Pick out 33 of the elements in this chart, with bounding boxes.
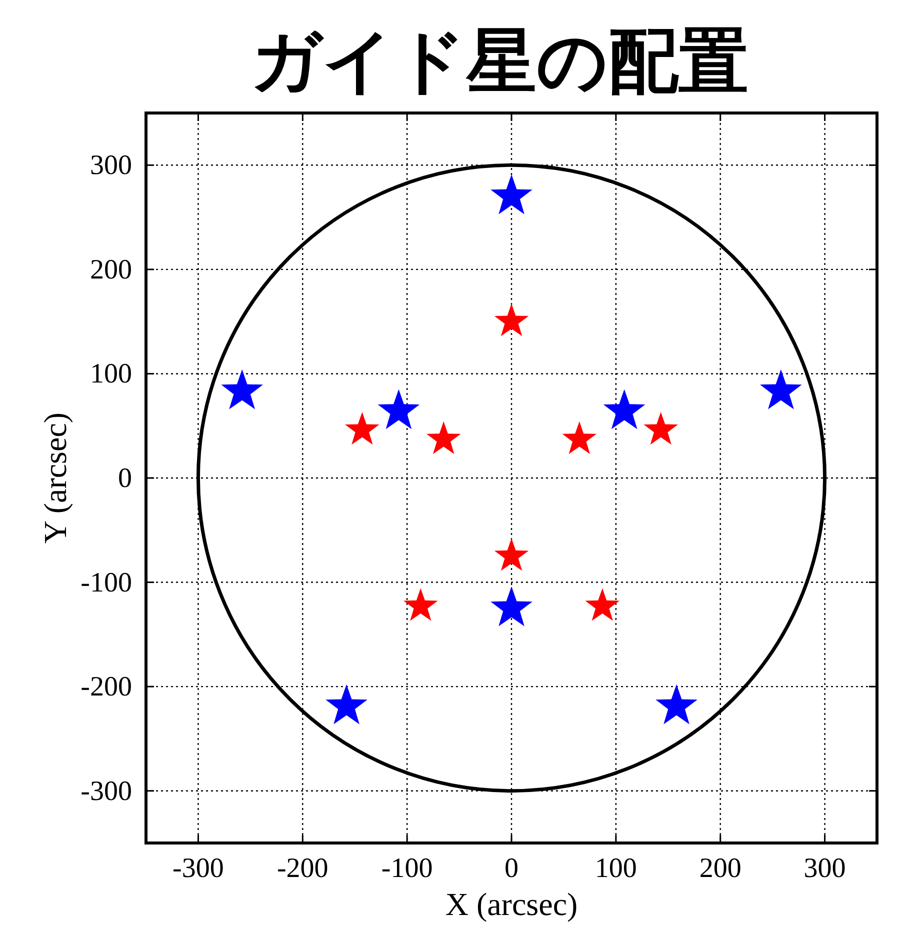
point: [585, 588, 620, 621]
y-tick-label: 100: [90, 358, 132, 390]
point: [490, 586, 532, 626]
point: [345, 412, 380, 445]
y-tick-label: -200: [80, 672, 132, 703]
point: [562, 421, 596, 454]
chart-title: ガイド星の配置: [250, 20, 748, 102]
x-tick-label: 200: [699, 853, 742, 884]
point: [494, 304, 529, 336]
x-tick-label: -300: [172, 853, 224, 884]
y-axis-title: Y (arcsec): [37, 412, 73, 544]
y-tick-label: 200: [90, 254, 132, 286]
y-tick-label: -300: [80, 776, 132, 807]
y-tick-label: 300: [90, 150, 132, 182]
point: [644, 412, 678, 445]
point: [603, 389, 646, 430]
point: [378, 389, 420, 430]
point: [221, 369, 263, 410]
x-tick-label: 0: [504, 853, 518, 884]
x-tick-label: 300: [804, 853, 846, 884]
point: [326, 684, 368, 724]
point: [656, 684, 698, 724]
point: [490, 174, 532, 214]
x-axis-title: X (arcsec): [445, 886, 578, 922]
point: [760, 369, 802, 410]
x-tick-label: -100: [381, 853, 433, 884]
x-tick-label: -200: [276, 853, 328, 884]
y-tick-label: 0: [118, 463, 132, 494]
point: [494, 538, 529, 571]
y-tick-label: -100: [80, 567, 132, 598]
point: [426, 421, 461, 454]
point: [404, 588, 438, 621]
x-tick-label: 100: [594, 853, 637, 884]
